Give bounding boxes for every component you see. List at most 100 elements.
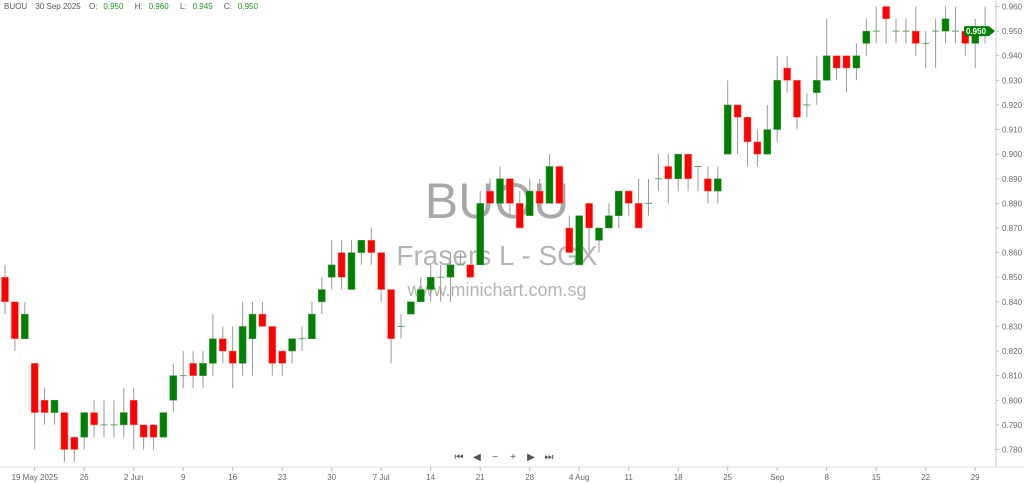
candle-body-up xyxy=(941,18,950,32)
candle-body-down xyxy=(664,166,673,180)
candle-body-down xyxy=(516,203,524,229)
candle xyxy=(417,277,425,303)
y-tick-label: 0.810 xyxy=(1002,372,1023,381)
candle-body-down xyxy=(783,67,791,81)
candle-body-down xyxy=(11,301,19,339)
y-tick-label: 0.960 xyxy=(1002,3,1023,12)
candle xyxy=(347,240,356,290)
candle-body-up xyxy=(169,375,178,401)
x-tick-label: 26 xyxy=(80,473,89,482)
candle-body-down xyxy=(377,252,385,290)
candle xyxy=(327,240,336,290)
candle xyxy=(882,6,890,44)
last-button[interactable]: ⏭ xyxy=(544,452,554,463)
candle-body-down xyxy=(268,326,277,364)
candle xyxy=(357,240,366,265)
candle xyxy=(318,277,326,315)
candle-body-down xyxy=(743,116,752,143)
high-label: H: xyxy=(134,2,143,11)
x-tick-label: 19 May 2025 xyxy=(12,473,59,482)
candle-body-up xyxy=(357,240,366,253)
prev-button[interactable]: ◀ xyxy=(473,452,481,463)
candles xyxy=(1,6,989,462)
x-tick-label: 21 xyxy=(476,473,485,482)
candle-body-up xyxy=(327,264,336,278)
candle-body-down xyxy=(684,153,692,180)
candle-body-down xyxy=(387,289,395,339)
candle xyxy=(456,252,464,266)
low-label: L: xyxy=(179,2,187,11)
candle xyxy=(941,6,950,44)
zoom-in-button[interactable]: + xyxy=(510,452,516,463)
candle-body-up xyxy=(417,289,425,303)
candle xyxy=(912,6,920,56)
y-tick-label: 0.850 xyxy=(1002,273,1023,282)
candle-body-up xyxy=(248,313,257,339)
open-value: 0.950 xyxy=(103,2,124,11)
candle-body-up xyxy=(525,190,534,216)
y-axis: 0.960 0.950 0.940 0.930 0.920 0.910 0.900 0.890… xyxy=(996,3,1023,454)
candle xyxy=(50,400,59,425)
candle-body-down xyxy=(30,363,39,413)
x-tick-label: 29 xyxy=(971,473,980,482)
candle xyxy=(654,154,662,192)
candle-body-up xyxy=(21,313,29,339)
candle-body-down xyxy=(189,363,197,376)
candle-body-down xyxy=(733,104,742,118)
candle-body-down xyxy=(842,55,851,69)
candle xyxy=(426,264,435,302)
candle xyxy=(407,301,415,315)
candle-body-up xyxy=(80,412,88,438)
candle xyxy=(120,387,128,438)
candle xyxy=(535,178,544,204)
candle xyxy=(219,326,227,364)
next-button[interactable]: ▶ xyxy=(527,452,535,463)
candle xyxy=(684,153,692,192)
candle-body-down xyxy=(466,264,475,278)
candle xyxy=(862,18,871,56)
first-button[interactable]: ⏮ xyxy=(454,452,464,463)
candle xyxy=(268,326,277,376)
x-tick-label: 15 xyxy=(872,473,881,482)
symbol-label: BUOU xyxy=(4,2,28,11)
y-tick-label: 0.870 xyxy=(1002,224,1023,233)
candle-body-up xyxy=(120,412,128,426)
candle-body-down xyxy=(139,424,148,438)
candle-body-down xyxy=(1,276,9,303)
candle-body-down xyxy=(793,80,801,118)
y-tick-label: 0.780 xyxy=(1002,445,1023,454)
candle-body-down xyxy=(634,203,643,229)
candle xyxy=(545,154,554,204)
candle xyxy=(80,412,88,450)
candle xyxy=(723,80,732,155)
ohlc-header: BUOU 30 Sep 2025 O: 0.950 H: 0.960 L: 0.945… xyxy=(4,3,267,11)
x-tick-label: 30 xyxy=(327,473,336,482)
x-tick-label: 18 xyxy=(674,473,683,482)
candle xyxy=(337,240,346,290)
candle xyxy=(645,178,652,216)
y-tick-label: 0.820 xyxy=(1002,347,1023,356)
candle xyxy=(565,215,574,253)
y-tick-label: 0.920 xyxy=(1002,101,1023,110)
chart-navigation: ⏮ ◀ − + ▶ ⏭ xyxy=(452,453,556,463)
last-price-tag-shape xyxy=(964,26,995,37)
candle xyxy=(773,55,781,142)
candle xyxy=(40,387,49,425)
candle-body-up xyxy=(50,400,59,413)
zoom-out-button[interactable]: − xyxy=(492,452,498,463)
candle-body-down xyxy=(70,436,79,450)
candle-body-down xyxy=(912,30,920,44)
candle xyxy=(437,264,445,302)
y-tick-label: 0.830 xyxy=(1002,322,1023,331)
candle-body-up xyxy=(318,289,326,303)
candle-body-down xyxy=(129,400,138,426)
last-price-tag: 0.950 xyxy=(964,26,995,37)
candle xyxy=(209,314,217,376)
candle xyxy=(11,301,19,352)
candle-body-down xyxy=(704,178,712,192)
x-tick-label: 7 Jul xyxy=(373,473,390,482)
last-price-value: 0.950 xyxy=(966,27,987,36)
candle-body-up xyxy=(308,313,316,339)
watermark-site: www.minichart.com.sg xyxy=(407,280,587,300)
